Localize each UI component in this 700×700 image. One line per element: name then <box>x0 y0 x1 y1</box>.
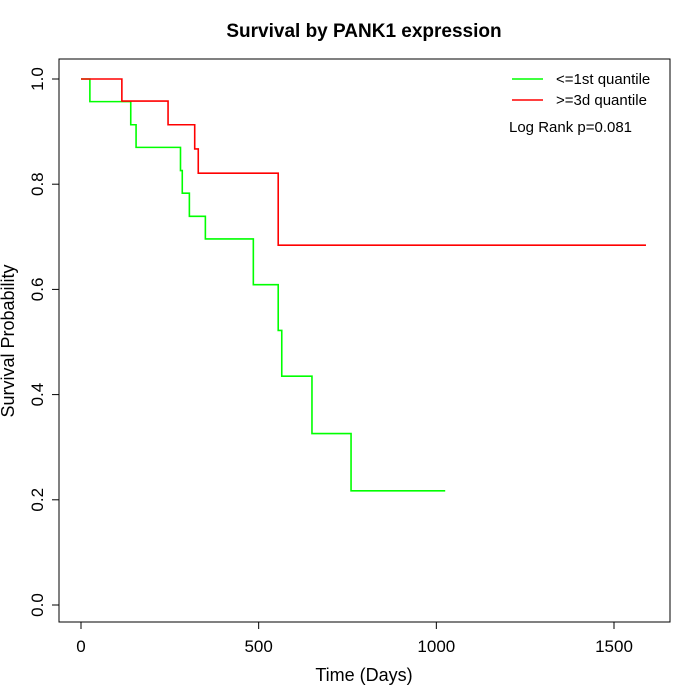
y-tick-label: 1.0 <box>28 67 47 91</box>
axis-ticks: 0 500 1000 1500 0.0 0.2 0.4 0.6 0.8 1.0 <box>28 67 633 656</box>
x-tick-label: 1000 <box>417 637 455 656</box>
series-group <box>81 78 646 492</box>
log-rank-annotation: Log Rank p=0.081 <box>509 119 632 136</box>
legend-label-1: <=1st quantile <box>556 71 650 88</box>
x-axis-label: Time (Days) <box>315 665 412 685</box>
plot-frame <box>58 58 671 623</box>
chart-title: Survival by PANK1 expression <box>226 21 501 42</box>
x-tick-label: 0 <box>76 637 85 656</box>
series-line-1 <box>81 78 446 492</box>
y-axis-label: Survival Probability <box>0 264 18 417</box>
y-tick-label: 0.8 <box>28 172 47 196</box>
y-tick-label: 0.6 <box>28 278 47 302</box>
y-tick-label: 0.0 <box>28 593 47 617</box>
x-tick-label: 1500 <box>595 637 633 656</box>
legend: <=1st quantile >=3d quantile <box>512 71 650 109</box>
series-line-2 <box>81 78 646 247</box>
y-tick-label: 0.4 <box>28 383 47 407</box>
y-tick-label: 0.2 <box>28 488 47 512</box>
legend-label-2: >=3d quantile <box>556 92 647 109</box>
x-tick-label: 500 <box>244 637 272 656</box>
